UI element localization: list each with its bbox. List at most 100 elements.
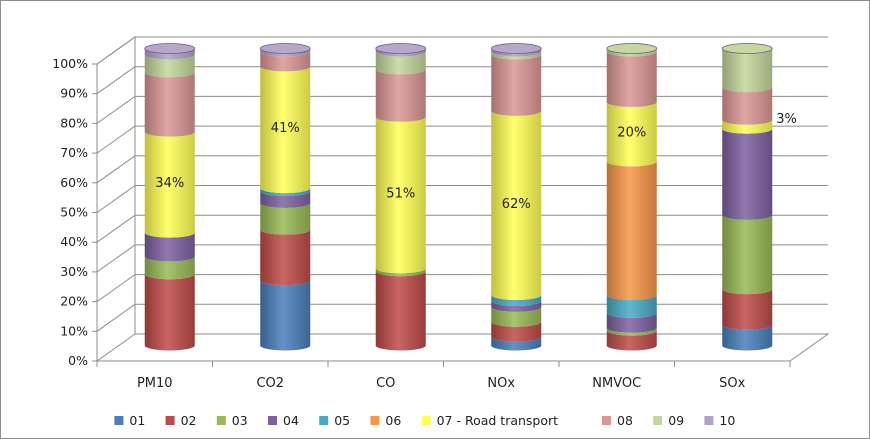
bar-segment xyxy=(491,54,542,116)
bar-segment xyxy=(260,202,311,235)
y-tick-label: 40% xyxy=(60,234,88,249)
legend-item: 03 xyxy=(216,413,248,428)
data-label: 51% xyxy=(386,187,415,202)
gridline xyxy=(96,244,828,273)
legend-swatch xyxy=(602,416,611,425)
bar-segment xyxy=(606,295,657,318)
y-tick-label: 10% xyxy=(60,323,88,338)
bar-segment xyxy=(144,274,195,351)
legend-item: 05 xyxy=(319,413,350,428)
legend-label: 09 xyxy=(668,413,684,428)
y-tick-label: 70% xyxy=(60,145,88,160)
bar-segment xyxy=(375,48,426,57)
bar-segment xyxy=(144,232,195,262)
bar-segment xyxy=(606,161,657,301)
legend-swatch xyxy=(165,416,175,425)
y-tick-label: 100% xyxy=(52,56,88,71)
bar-segment xyxy=(491,336,542,351)
bar-segment xyxy=(375,51,426,75)
bar-segment xyxy=(722,48,773,93)
gridline xyxy=(96,125,828,154)
legend-swatch xyxy=(216,416,226,425)
bar-segment xyxy=(722,214,773,295)
y-tick-label: 50% xyxy=(60,205,88,220)
legend-label: 07 - Road transport xyxy=(437,413,559,428)
bar-top-cap xyxy=(606,43,658,54)
bar-segment xyxy=(606,51,657,107)
gridline xyxy=(96,36,828,65)
data-label: 20% xyxy=(617,126,646,141)
data-label: 34% xyxy=(155,176,184,191)
bar-segment xyxy=(260,188,311,197)
gridline xyxy=(96,185,828,213)
legend-label: 08 xyxy=(617,413,633,428)
bar-segment xyxy=(606,101,657,167)
bar-segment xyxy=(375,268,426,277)
y-tick-label: 80% xyxy=(60,115,88,130)
bar-segment xyxy=(260,229,311,286)
gridline xyxy=(96,214,828,243)
bar-top-cap xyxy=(144,43,196,54)
legend-item: 09 xyxy=(653,413,684,428)
bar-segment xyxy=(260,280,311,351)
y-tick-label: 90% xyxy=(60,86,88,101)
legend-item: 06 xyxy=(370,413,401,428)
bar-segment xyxy=(722,119,773,134)
bar-segment xyxy=(722,87,773,125)
y-tick-label: 20% xyxy=(60,294,88,309)
bar-segment xyxy=(606,330,657,351)
bar-segment xyxy=(260,191,311,208)
legend-swatch xyxy=(421,416,431,425)
x-tick-label: NOx xyxy=(487,376,515,391)
bar-segment xyxy=(144,131,195,238)
bar-segment xyxy=(260,66,311,194)
bar-segment xyxy=(144,256,195,280)
bar-segment xyxy=(491,321,542,342)
x-tick-label: CO xyxy=(376,376,395,391)
y-tick-label: 0% xyxy=(68,353,88,368)
gridline xyxy=(96,303,828,332)
legend-item: 08 xyxy=(602,413,633,428)
bar-segment xyxy=(144,72,195,137)
bar-segment xyxy=(375,69,426,122)
x-tick-label: PM10 xyxy=(137,376,173,391)
gridline xyxy=(96,95,828,124)
legend-label: 04 xyxy=(283,413,299,428)
gridline xyxy=(96,66,828,95)
bar-segment xyxy=(722,128,773,220)
gridline xyxy=(96,155,828,184)
x-tick-label: CO2 xyxy=(256,376,284,391)
legend-label: 10 xyxy=(719,413,735,428)
bar-top-cap xyxy=(721,43,773,54)
x-tick-label: NMVOC xyxy=(592,376,641,391)
bar-segment xyxy=(491,300,542,312)
bar-stack-sox xyxy=(721,43,773,351)
bar-segment xyxy=(375,116,426,274)
bar-segment xyxy=(144,54,195,78)
legend-label: 03 xyxy=(232,413,248,428)
bar-segment xyxy=(491,306,542,327)
bar-segment xyxy=(606,312,657,333)
bar-segment xyxy=(606,48,657,57)
bar-segment xyxy=(144,48,195,60)
bar-top-cap xyxy=(490,43,542,54)
x-tick-label: SOx xyxy=(719,376,745,391)
bar-segment xyxy=(260,51,311,72)
legend-label: 02 xyxy=(181,413,197,428)
bar-segment xyxy=(491,110,542,301)
legend-swatch xyxy=(268,416,277,425)
gridline xyxy=(96,274,828,303)
legend-item: 07 - Road transport xyxy=(421,413,559,428)
legend-item: 10 xyxy=(704,413,735,428)
bar-stack-nmvoc xyxy=(606,43,658,351)
legend-swatch xyxy=(370,416,380,425)
legend-label: 05 xyxy=(334,413,350,428)
bar-segment xyxy=(491,295,542,306)
bar-segment xyxy=(491,51,542,60)
legend-swatch xyxy=(704,416,714,425)
y-tick-label: 30% xyxy=(60,264,88,279)
gridline xyxy=(96,333,828,362)
legend-swatch xyxy=(319,416,329,425)
